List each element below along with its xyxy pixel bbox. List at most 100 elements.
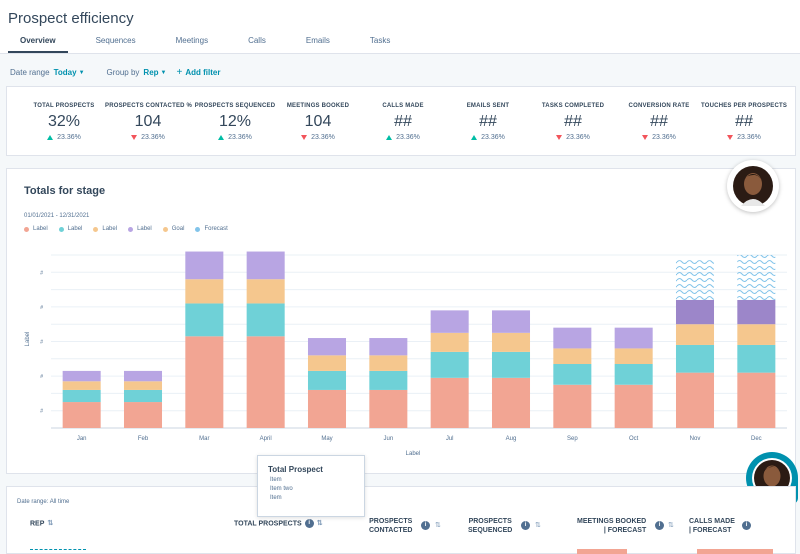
group-by-label: Group by — [106, 68, 140, 77]
info-icon[interactable]: i — [521, 521, 530, 530]
sort-icon[interactable]: ⇅ — [435, 522, 441, 529]
legend-item[interactable]: Label — [93, 226, 117, 232]
bar-segment — [369, 389, 408, 428]
kpi-change: 23.36% — [616, 134, 702, 141]
tooltip-item: Item — [270, 477, 282, 483]
kpi-value: 104 — [134, 113, 162, 130]
kpi-value: ## — [735, 113, 753, 130]
column-header-prospects-contacted[interactable]: PROSPECTS CONTACTED — [369, 518, 413, 534]
column-header-meetings-booked[interactable]: MEETINGS BOOKED | FORECAST — [577, 518, 647, 534]
user-avatar[interactable] — [727, 160, 779, 212]
bar-segment — [369, 338, 408, 356]
column-header-calls-made[interactable]: CALLS MADE | FORECAST — [689, 518, 735, 534]
legend-item[interactable]: Forecast — [195, 226, 228, 232]
x-tick-label: Jul — [446, 436, 454, 442]
table-row[interactable] — [30, 549, 86, 554]
kpi-change: 23.36% — [360, 134, 446, 141]
sort-icon[interactable]: ⇅ — [47, 520, 54, 527]
chevron-down-icon[interactable]: ▼ — [160, 69, 167, 76]
kpi-label: PROSPECTS CONTACTED % — [105, 103, 193, 109]
bar-segment — [614, 384, 653, 428]
page-title: Prospect efficiency — [8, 10, 134, 27]
column-header-rep[interactable]: REP ⇅ — [30, 520, 54, 528]
tab-emails[interactable]: Emails — [305, 36, 330, 45]
info-icon[interactable]: i — [742, 521, 751, 530]
group-by-dropdown[interactable]: Rep — [143, 68, 159, 77]
table-date-range: Date range: All time — [17, 499, 70, 505]
sort-icon[interactable]: ⇅ — [535, 522, 541, 529]
stacked-bar-chart: # # # # # Jan Feb Mar April May Jun Jul Aug Sep Oct Nov… — [25, 251, 787, 457]
bar-segment — [737, 344, 776, 373]
tab-sequences[interactable]: Sequences — [95, 36, 136, 45]
sort-icon[interactable]: ⇅ — [316, 520, 323, 527]
bar-segment — [430, 332, 469, 352]
bar-segment — [553, 327, 592, 349]
legend-item[interactable]: Label — [58, 226, 82, 232]
filter-bar: Date range Today ▼ Group by Rep ▼ + Add … — [10, 67, 220, 78]
kpi-card: TOTAL PROSPECTS 32% 23.36% — [21, 87, 107, 157]
tab-tasks[interactable]: Tasks — [369, 36, 391, 45]
kpi-card: CALLS MADE ## 23.36% — [360, 87, 446, 157]
y-axis-label: Label — [25, 332, 31, 347]
bar-segment — [185, 279, 224, 304]
plus-icon[interactable]: + — [176, 67, 183, 78]
x-tick-label: Jun — [383, 436, 393, 442]
forecast-bar-segment — [737, 255, 776, 300]
arrow-up-icon — [218, 134, 225, 140]
kpi-label: EMAILS SENT — [466, 103, 510, 109]
y-tick-label: # — [40, 305, 43, 311]
bar-segment — [675, 372, 715, 428]
kpi-value: 12% — [218, 113, 252, 130]
bar-segment — [491, 332, 531, 352]
chevron-down-icon[interactable]: ▼ — [78, 69, 85, 76]
x-tick-label: Jan — [77, 436, 87, 442]
kpi-change: 23.36% — [701, 134, 787, 141]
legend-item[interactable]: Label — [24, 226, 48, 232]
forecast-bar-segment — [675, 260, 715, 300]
column-header-total-prospects[interactable]: TOTAL PROSPECTS i ⇅ — [234, 519, 323, 528]
kpi-card: TOUCHES PER PROSPECTS ## 23.36% — [701, 87, 787, 157]
bar-segment — [246, 279, 285, 304]
kpi-change: 23.36% — [105, 134, 191, 141]
kpi-card: TASKS COMPLETED ## 23.36% — [530, 87, 616, 157]
arrow-down-icon — [556, 134, 563, 140]
bar-segment — [307, 370, 347, 390]
info-icon[interactable]: i — [304, 519, 314, 528]
kpi-value: 104 — [304, 113, 332, 130]
chart-panel: # # # # # Jan Feb Mar April May Jun Jul Aug Sep Oct Nov… — [6, 168, 796, 474]
kpi-value: ## — [479, 113, 497, 130]
tab-meetings[interactable]: Meetings — [175, 36, 209, 45]
kpi-label: CONVERSION RATE — [628, 103, 690, 109]
kpi-label: CALLS MADE — [382, 103, 424, 109]
legend-dot — [162, 226, 168, 232]
bar-segment — [430, 351, 469, 378]
kpi-value: ## — [650, 113, 668, 130]
kpi-value: 32% — [47, 113, 81, 130]
bar-segment — [185, 303, 224, 337]
column-header-prospects-sequenced[interactable]: PROSPECTS SEQUENCED — [468, 518, 513, 534]
bar-segment — [123, 389, 163, 403]
bar-segment — [123, 370, 163, 382]
legend-dot — [195, 226, 201, 232]
chart-tooltip: Total Prospect Item Item two Item — [257, 455, 365, 517]
bar-segment — [123, 402, 163, 428]
bar-segment — [614, 327, 653, 349]
tab-overview[interactable]: Overview — [8, 33, 68, 53]
tab-calls[interactable]: Calls — [248, 36, 266, 45]
y-tick-label: # — [40, 340, 43, 346]
kpi-change: 23.36% — [192, 134, 278, 141]
y-tick-label: # — [40, 374, 43, 380]
kpi-value: ## — [564, 113, 582, 130]
bar-segment — [307, 389, 347, 428]
info-icon[interactable]: i — [655, 521, 664, 530]
date-range-dropdown[interactable]: Today — [53, 68, 77, 77]
arrow-down-icon — [131, 134, 138, 140]
legend-item[interactable]: Goal — [162, 226, 184, 232]
bar-segment — [369, 355, 408, 371]
info-icon[interactable]: i — [421, 521, 430, 530]
legend-dot — [128, 226, 134, 232]
arrow-down-icon — [727, 134, 734, 140]
add-filter-button[interactable]: Add filter — [185, 68, 221, 77]
sort-icon[interactable]: ⇅ — [668, 522, 674, 529]
legend-item[interactable]: Label — [128, 226, 152, 232]
